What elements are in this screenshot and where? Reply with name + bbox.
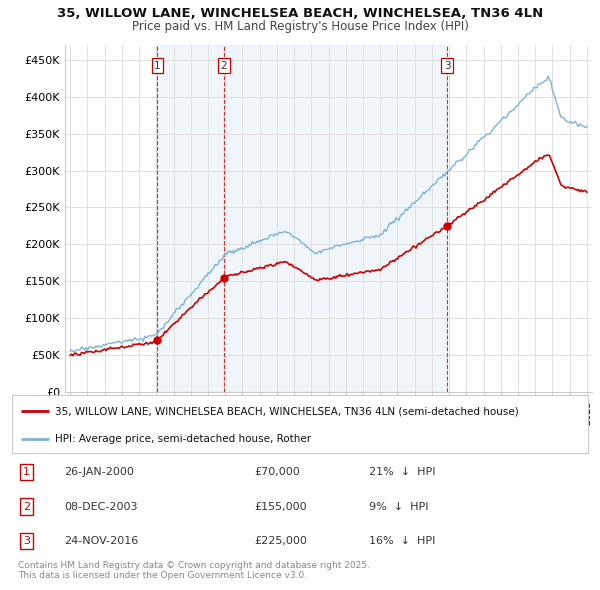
Text: 16%  ↓  HPI: 16% ↓ HPI [369, 536, 436, 546]
Text: 26-JAN-2000: 26-JAN-2000 [64, 467, 134, 477]
Text: Contains HM Land Registry data © Crown copyright and database right 2025.
This d: Contains HM Land Registry data © Crown c… [18, 561, 370, 581]
Text: 1: 1 [23, 467, 30, 477]
Text: 9%  ↓  HPI: 9% ↓ HPI [369, 502, 428, 512]
Text: £70,000: £70,000 [254, 467, 299, 477]
Text: £155,000: £155,000 [254, 502, 307, 512]
Text: 08-DEC-2003: 08-DEC-2003 [64, 502, 137, 512]
Text: 2: 2 [221, 61, 227, 71]
Text: 3: 3 [23, 536, 30, 546]
Text: 24-NOV-2016: 24-NOV-2016 [64, 536, 138, 546]
Text: 35, WILLOW LANE, WINCHELSEA BEACH, WINCHELSEA, TN36 4LN (semi-detached house): 35, WILLOW LANE, WINCHELSEA BEACH, WINCH… [55, 407, 519, 416]
Bar [157, 45, 448, 392]
Text: £225,000: £225,000 [254, 536, 307, 546]
Text: 35, WILLOW LANE, WINCHELSEA BEACH, WINCHELSEA, TN36 4LN: 35, WILLOW LANE, WINCHELSEA BEACH, WINCH… [57, 7, 543, 20]
Text: 2: 2 [23, 502, 30, 512]
Text: HPI: Average price, semi-detached house, Rother: HPI: Average price, semi-detached house,… [55, 434, 311, 444]
Text: 3: 3 [444, 61, 451, 71]
Text: Price paid vs. HM Land Registry's House Price Index (HPI): Price paid vs. HM Land Registry's House … [131, 20, 469, 33]
Text: 21%  ↓  HPI: 21% ↓ HPI [369, 467, 436, 477]
Text: 1: 1 [154, 61, 161, 71]
